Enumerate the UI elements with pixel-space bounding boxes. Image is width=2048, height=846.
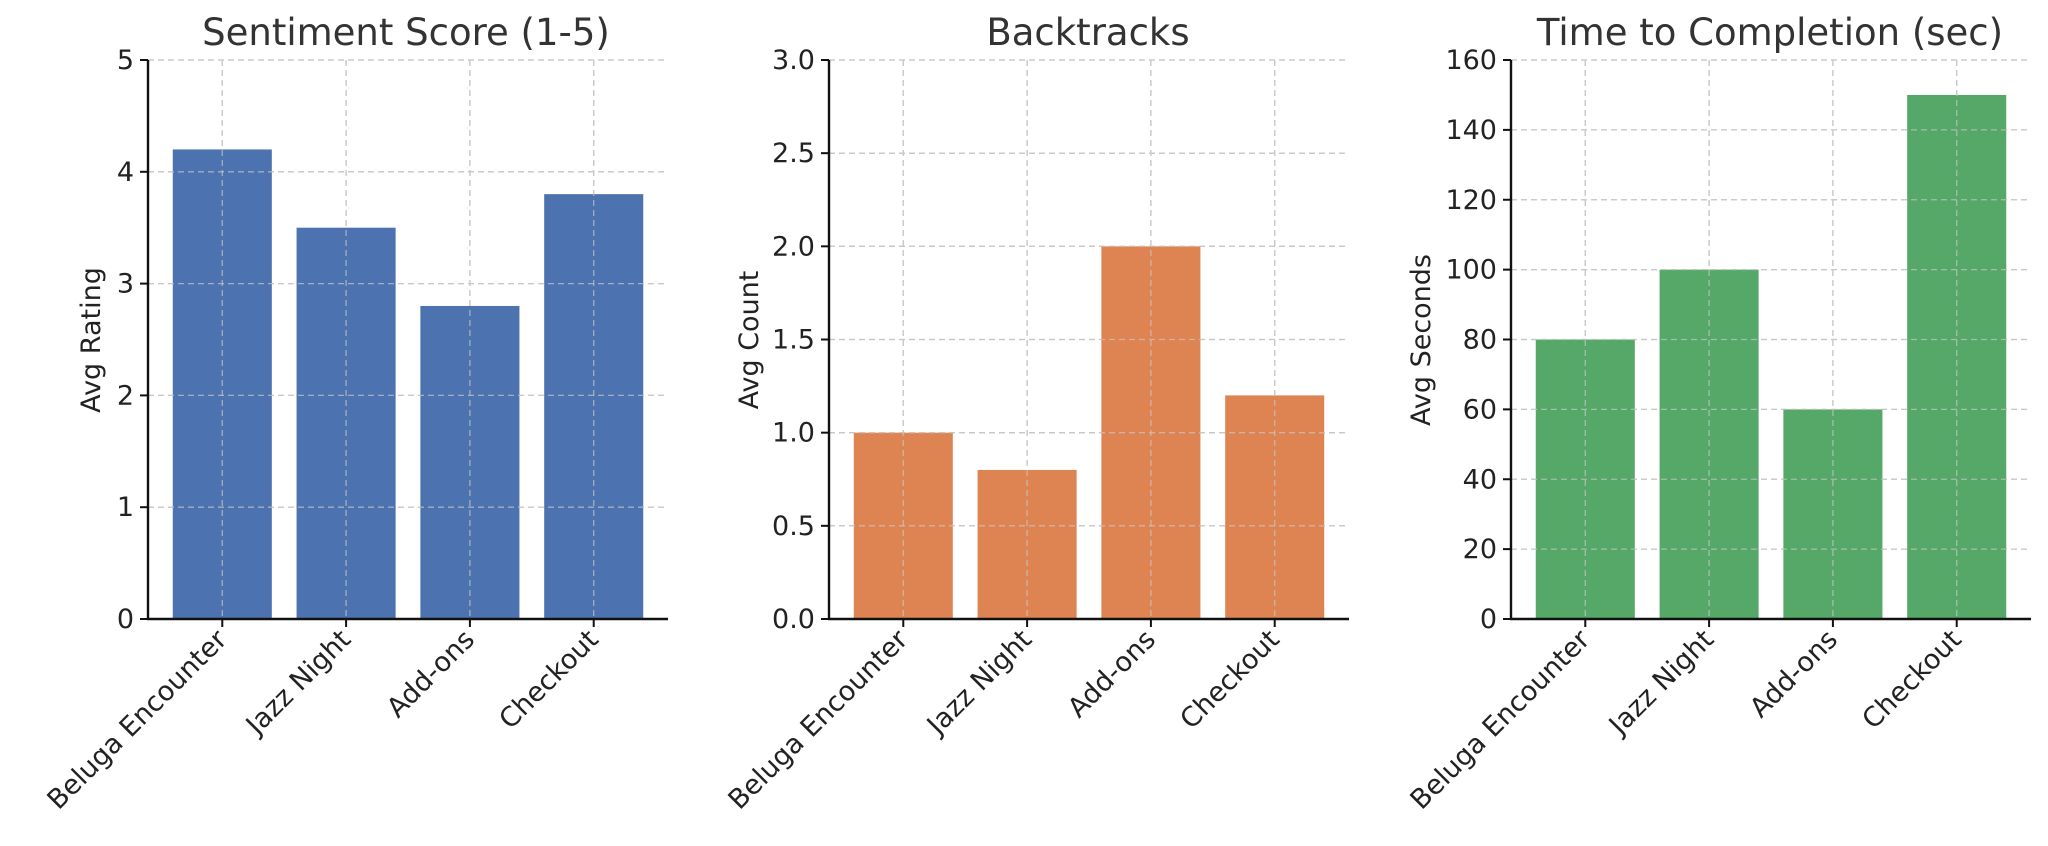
y-tick-label: 80 bbox=[1463, 325, 1497, 356]
x-tick-label: Checkout bbox=[493, 624, 604, 735]
x-tick-label: Add-ons bbox=[381, 624, 481, 724]
y-tick-label: 1.0 bbox=[772, 418, 815, 449]
y-tick-label: 5 bbox=[117, 45, 134, 76]
x-tick-label: Jazz Night bbox=[239, 624, 357, 742]
y-tick-label: 0.5 bbox=[772, 511, 815, 542]
plot-area: 0 20 40 60 80 100 120 140 160 Beluga Encounter Jaz… bbox=[1405, 45, 2031, 816]
plot-area: 0 1 2 3 4 5 Beluga Encounter Jazz Night Add-ons C… bbox=[42, 45, 668, 816]
y-tick-label: 160 bbox=[1445, 45, 1497, 76]
y-tick-label: 20 bbox=[1463, 534, 1497, 565]
y-tick-label: 1 bbox=[117, 492, 134, 523]
x-tick-label: Checkout bbox=[1856, 624, 1967, 735]
x-tick-label: Beluga Encounter bbox=[42, 623, 234, 815]
x-tick-label: Beluga Encounter bbox=[1405, 623, 1597, 815]
x-tick-label: Add-ons bbox=[1062, 624, 1162, 724]
y-tick-label: 60 bbox=[1463, 394, 1497, 425]
y-axis-label: Avg Count bbox=[734, 271, 765, 410]
chart-panel-time: Time to Completion (sec) Avg Seconds 0 20… bbox=[1405, 11, 2031, 816]
y-tick-label: 140 bbox=[1445, 115, 1497, 146]
x-tick-label: Beluga Encounter bbox=[723, 623, 915, 815]
y-tick-label: 3.0 bbox=[772, 45, 815, 76]
y-tick-label: 120 bbox=[1445, 185, 1497, 216]
y-tick-label: 0 bbox=[1480, 604, 1497, 635]
x-tick-label: Jazz Night bbox=[1602, 624, 1720, 742]
x-tick-label: Jazz Night bbox=[920, 624, 1038, 742]
y-tick-label: 0 bbox=[117, 604, 134, 635]
y-tick-label: 2.5 bbox=[772, 138, 815, 169]
y-tick-label: 2.0 bbox=[772, 231, 815, 262]
chart-title: Time to Completion (sec) bbox=[1536, 11, 2003, 54]
chart-panel-sentiment: Sentiment Score (1-5) Avg Rating 0 1 2 3 4 5 B… bbox=[42, 11, 668, 816]
y-tick-label: 100 bbox=[1445, 255, 1497, 286]
y-tick-label: 0.0 bbox=[772, 604, 815, 635]
chart-panel-backtracks: Backtracks Avg Count 0.0 0.5 1.0 1.5 2.0 2.5 3… bbox=[723, 11, 1349, 816]
y-tick-label: 2 bbox=[117, 380, 134, 411]
chart-title: Sentiment Score (1-5) bbox=[202, 11, 610, 54]
y-axis-label: Avg Seconds bbox=[1406, 254, 1437, 426]
chart-title: Backtracks bbox=[986, 11, 1189, 54]
y-axis-label: Avg Rating bbox=[76, 267, 107, 413]
y-tick-label: 3 bbox=[117, 269, 134, 300]
y-tick-label: 1.5 bbox=[772, 325, 815, 356]
plot-area: 0.0 0.5 1.0 1.5 2.0 2.5 3.0 Beluga Encounter Jaz… bbox=[723, 45, 1349, 816]
x-tick-label: Add-ons bbox=[1744, 624, 1844, 724]
y-tick-label: 4 bbox=[117, 157, 134, 188]
x-tick-label: Checkout bbox=[1174, 624, 1285, 735]
y-tick-label: 40 bbox=[1463, 464, 1497, 495]
